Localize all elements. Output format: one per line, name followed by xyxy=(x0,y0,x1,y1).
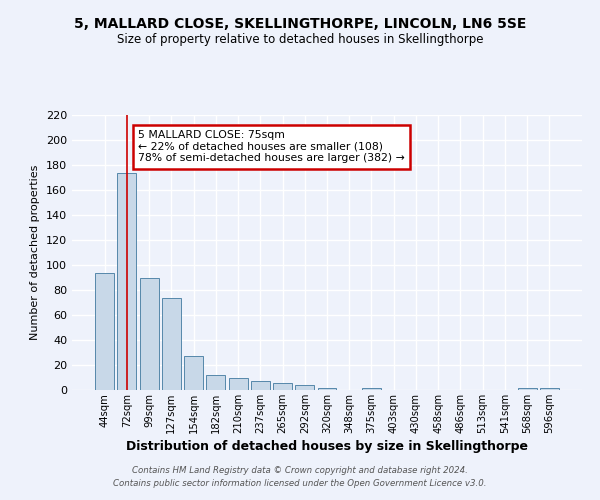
Bar xyxy=(95,272,114,390)
Text: 5, MALLARD CLOSE, SKELLINGTHORPE, LINCOLN, LN6 5SE: 5, MALLARD CLOSE, SKELLINGTHORPE, LINCOL… xyxy=(74,18,526,32)
Text: 5 MALLARD CLOSE: 75sqm
← 22% of detached houses are smaller (108)
78% of semi-de: 5 MALLARD CLOSE: 75sqm ← 22% of detached… xyxy=(138,130,405,163)
Bar xyxy=(317,388,337,390)
Bar xyxy=(518,388,536,390)
Bar xyxy=(162,298,181,390)
Bar xyxy=(229,378,248,390)
Text: Size of property relative to detached houses in Skellingthorpe: Size of property relative to detached ho… xyxy=(117,32,483,46)
Bar xyxy=(273,382,292,390)
Bar xyxy=(251,381,270,390)
Text: Contains HM Land Registry data © Crown copyright and database right 2024.
Contai: Contains HM Land Registry data © Crown c… xyxy=(113,466,487,487)
Bar xyxy=(184,356,203,390)
Bar xyxy=(118,172,136,390)
Bar xyxy=(140,278,158,390)
X-axis label: Distribution of detached houses by size in Skellingthorpe: Distribution of detached houses by size … xyxy=(126,440,528,453)
Bar xyxy=(540,388,559,390)
Bar xyxy=(362,388,381,390)
Bar xyxy=(206,375,225,390)
Y-axis label: Number of detached properties: Number of detached properties xyxy=(31,165,40,340)
Bar xyxy=(295,385,314,390)
